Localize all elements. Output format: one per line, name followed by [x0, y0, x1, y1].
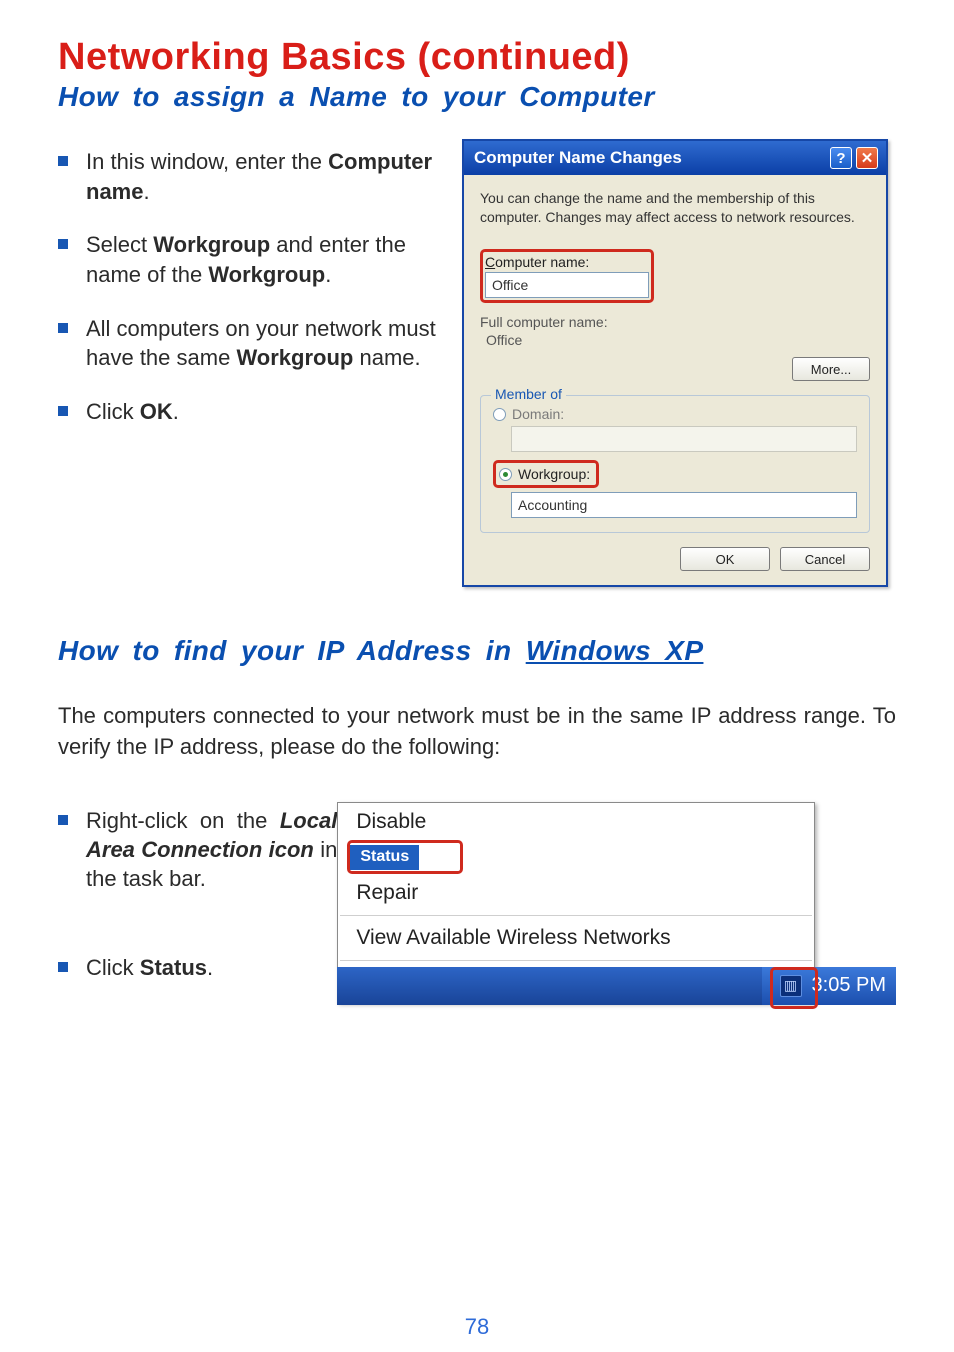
- ctx-item-disable[interactable]: Disable: [338, 803, 814, 841]
- bullet-text: .: [143, 179, 149, 204]
- bullet-text: Select: [86, 232, 153, 257]
- bullet-text: .: [173, 399, 179, 424]
- radio-dot-icon: [503, 472, 508, 477]
- page-title: Networking Basics (continued): [58, 36, 896, 79]
- bullet-text: .: [325, 262, 331, 287]
- bullets-bottom-col: Right-click on the Local Area Connection…: [58, 802, 337, 1042]
- bullet-text: Click: [86, 399, 140, 424]
- bullet-item: Right-click on the Local Area Connection…: [58, 806, 337, 893]
- close-button[interactable]: ✕: [856, 147, 878, 169]
- radio-icon: [493, 408, 506, 421]
- bullet-item: All computers on your network must have …: [58, 314, 438, 373]
- bullet-text: .: [207, 955, 213, 980]
- bullet-text: Click: [86, 955, 140, 980]
- domain-input-disabled: [511, 426, 857, 452]
- bullets-bottom: Right-click on the Local Area Connection…: [58, 806, 337, 982]
- ctx-item-status[interactable]: Status: [350, 845, 419, 870]
- subtitle2-pre: How to find your IP Address in: [58, 635, 526, 666]
- domain-label: Domain:: [512, 406, 564, 422]
- dialog-body: You can change the name and the membersh…: [464, 175, 886, 585]
- workgroup-radio-row[interactable]: Workgroup:: [499, 466, 590, 482]
- dialog-title: Computer Name Changes: [474, 148, 682, 168]
- bullet-bold: Workgroup: [236, 345, 353, 370]
- section2-body-text: The computers connected to your network …: [58, 701, 896, 762]
- section-subtitle-1: How to assign a Name to your Computer: [58, 81, 896, 113]
- section-2: How to find your IP Address in Windows X…: [58, 635, 896, 1042]
- domain-radio-row[interactable]: Domain:: [493, 406, 857, 422]
- full-name-value: Office: [480, 331, 870, 349]
- bullet-text: In this window, enter the: [86, 149, 328, 174]
- cancel-button[interactable]: Cancel: [780, 547, 870, 571]
- ctx-separator: [340, 960, 812, 961]
- ctx-item-view-wireless[interactable]: View Available Wireless Networks: [338, 919, 814, 957]
- ctx-item-repair[interactable]: Repair: [338, 874, 814, 912]
- more-button[interactable]: More...: [792, 357, 870, 381]
- bullet-item: In this window, enter the Computer name.: [58, 147, 438, 206]
- section-subtitle-2: How to find your IP Address in Windows X…: [58, 635, 896, 667]
- bullet-bold: Status: [140, 955, 207, 980]
- network-tray-icon[interactable]: ▥: [780, 975, 802, 997]
- dialog-titlebar: Computer Name Changes ? ✕: [464, 141, 886, 175]
- computer-name-dialog: Computer Name Changes ? ✕ You can change…: [462, 139, 888, 587]
- workgroup-label: Workgroup:: [518, 466, 590, 482]
- member-of-group: Member of Domain: Workgroup:: [480, 395, 870, 533]
- taskbar-left-icon: [337, 967, 761, 1005]
- dialog-intro-text: You can change the name and the membersh…: [480, 189, 870, 227]
- bullet-item: Click Status.: [58, 953, 337, 982]
- bullets-top-col: In this window, enter the Computer name.…: [58, 139, 438, 587]
- ctx-separator: [340, 915, 812, 916]
- group-legend: Member of: [491, 386, 566, 402]
- context-menu-screenshot: Disable Status Repair View Available Wir…: [337, 802, 896, 1042]
- bullet-square-icon: [58, 323, 68, 333]
- bullet-item: Click OK.: [58, 397, 438, 427]
- computer-name-highlight: Computer name:: [480, 249, 654, 303]
- page-number: 78: [0, 1314, 954, 1340]
- workgroup-highlight: Workgroup:: [493, 460, 599, 488]
- bullet-square-icon: [58, 962, 68, 972]
- workgroup-input[interactable]: [511, 492, 857, 518]
- radio-icon: [499, 468, 512, 481]
- bullet-square-icon: [58, 239, 68, 249]
- bullet-square-icon: [58, 406, 68, 416]
- top-row: In this window, enter the Computer name.…: [58, 139, 896, 587]
- computer-name-input[interactable]: [485, 272, 649, 298]
- taskbar-clock: 3:05 PM: [812, 974, 886, 997]
- bullet-bold: OK: [140, 399, 173, 424]
- bullet-item: Select Workgroup and enter the name of t…: [58, 230, 438, 289]
- full-name-label: Full computer name:: [480, 313, 870, 331]
- bullet-square-icon: [58, 815, 68, 825]
- help-button[interactable]: ?: [830, 147, 852, 169]
- taskbar: ▥ 3:05 PM: [337, 967, 896, 1005]
- bottom-row: Right-click on the Local Area Connection…: [58, 802, 896, 1042]
- computer-name-label: Computer name:: [485, 254, 649, 270]
- subtitle2-link: Windows XP: [526, 635, 704, 666]
- ok-button[interactable]: OK: [680, 547, 770, 571]
- bullet-text: name.: [353, 345, 420, 370]
- bullet-square-icon: [58, 156, 68, 166]
- bullet-text: Right-click on the: [86, 808, 280, 833]
- bullet-bold: Workgroup: [208, 262, 325, 287]
- bullets-top: In this window, enter the Computer name.…: [58, 147, 438, 427]
- full-computer-name: Full computer name: Office: [480, 313, 870, 349]
- bullet-bold: Workgroup: [153, 232, 270, 257]
